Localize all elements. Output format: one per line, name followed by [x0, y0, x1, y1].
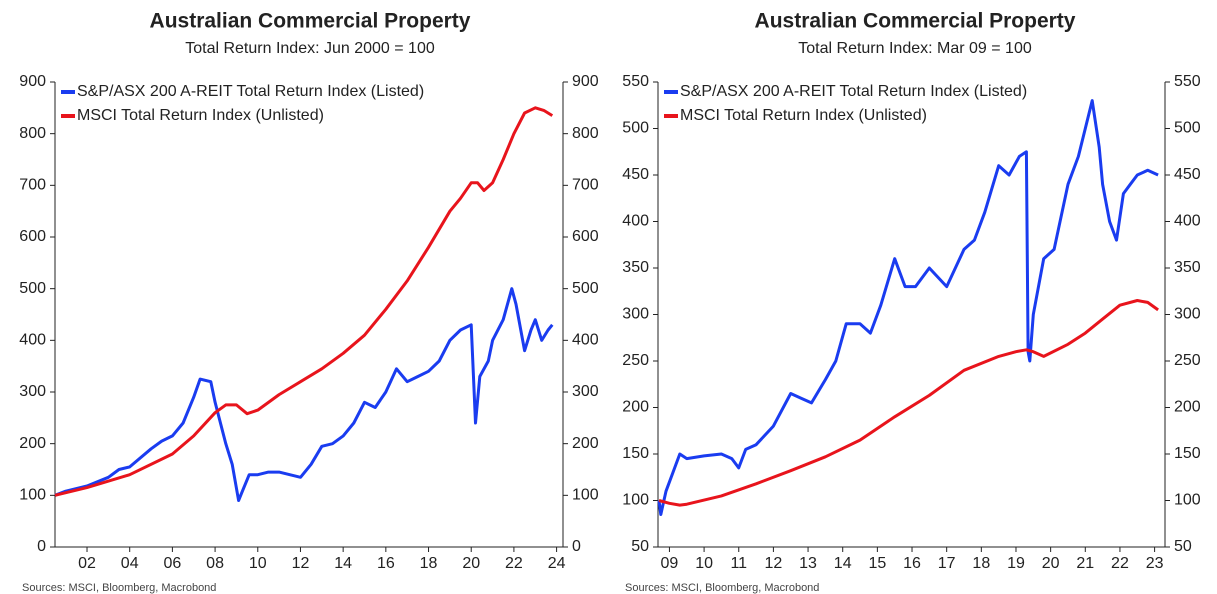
y-tick-label: 500: [622, 120, 649, 137]
x-tick-label: 10: [695, 555, 713, 572]
x-tick-label: 12: [292, 555, 310, 572]
series-line: [54, 106, 554, 497]
x-tick-label: 14: [834, 555, 852, 572]
chart-subtitle: Total Return Index: Mar 09 = 100: [798, 40, 1032, 57]
y2-tick-label: 800: [572, 125, 599, 142]
legend-label: S&P/ASX 200 A-REIT Total Return Index (L…: [680, 83, 1027, 100]
x-tick-label: 08: [206, 555, 224, 572]
y2-tick-label: 200: [572, 435, 599, 452]
y2-tick-label: 250: [1174, 352, 1201, 369]
y-tick-label: 50: [631, 538, 649, 555]
y2-tick-label: 0: [572, 538, 581, 555]
y-tick-label: 700: [19, 177, 46, 194]
source-note: Sources: MSCI, Bloomberg, Macrobond: [22, 582, 216, 594]
y-tick-label: 300: [19, 383, 46, 400]
x-tick-label: 02: [78, 555, 96, 572]
series-line: [658, 299, 1159, 507]
y2-tick-label: 100: [1174, 492, 1201, 509]
y-tick-label: 550: [622, 73, 649, 90]
y-tick-label: 350: [622, 259, 649, 276]
x-tick-label: 19: [1007, 555, 1025, 572]
source-note: Sources: MSCI, Bloomberg, Macrobond: [625, 582, 819, 594]
x-tick-label: 14: [334, 555, 352, 572]
y2-tick-label: 350: [1174, 259, 1201, 276]
y-tick-label: 450: [622, 166, 649, 183]
x-tick-label: 18: [420, 555, 438, 572]
y2-tick-label: 100: [572, 487, 599, 504]
y2-tick-label: 400: [1174, 213, 1201, 230]
x-tick-label: 09: [661, 555, 679, 572]
y-tick-label: 250: [622, 352, 649, 369]
y-tick-label: 400: [19, 332, 46, 349]
chart-title: Australian Commercial Property: [150, 10, 471, 33]
y2-tick-label: 300: [1174, 306, 1201, 323]
y-tick-label: 600: [19, 228, 46, 245]
y2-tick-label: 400: [572, 332, 599, 349]
y2-tick-label: 900: [572, 73, 599, 90]
y2-tick-label: 700: [572, 177, 599, 194]
y-tick-label: 900: [19, 73, 46, 90]
x-tick-label: 17: [938, 555, 956, 572]
x-tick-label: 11: [730, 555, 747, 572]
x-tick-label: 18: [972, 555, 990, 572]
legend-label: MSCI Total Return Index (Unlisted): [77, 107, 324, 124]
x-tick-label: 24: [548, 555, 566, 572]
legend-label: MSCI Total Return Index (Unlisted): [680, 107, 927, 124]
y-tick-label: 500: [19, 280, 46, 297]
y2-tick-label: 550: [1174, 73, 1201, 90]
y-tick-label: 800: [19, 125, 46, 142]
y-tick-label: 400: [622, 213, 649, 230]
x-tick-label: 22: [1111, 555, 1129, 572]
x-tick-label: 20: [1042, 555, 1060, 572]
y-tick-label: 0: [37, 538, 46, 555]
y-tick-label: 100: [19, 487, 46, 504]
y-tick-label: 300: [622, 306, 649, 323]
y-tick-label: 200: [19, 435, 46, 452]
x-tick-label: 22: [505, 555, 523, 572]
y2-tick-label: 150: [1174, 445, 1201, 462]
y-tick-label: 100: [622, 492, 649, 509]
x-tick-label: 04: [121, 555, 139, 572]
x-tick-label: 13: [799, 555, 817, 572]
x-tick-label: 21: [1076, 555, 1094, 572]
x-tick-label: 10: [249, 555, 267, 572]
y2-tick-label: 500: [1174, 120, 1201, 137]
y2-tick-label: 200: [1174, 399, 1201, 416]
y2-tick-label: 50: [1174, 538, 1192, 555]
y2-tick-label: 600: [572, 228, 599, 245]
y2-tick-label: 500: [572, 280, 599, 297]
x-tick-label: 23: [1146, 555, 1164, 572]
y2-tick-label: 450: [1174, 166, 1201, 183]
y2-tick-label: 300: [572, 383, 599, 400]
x-tick-label: 15: [868, 555, 886, 572]
legend-label: S&P/ASX 200 A-REIT Total Return Index (L…: [77, 83, 424, 100]
y-tick-label: 150: [622, 445, 649, 462]
x-tick-label: 20: [462, 555, 480, 572]
chart-subtitle: Total Return Index: Jun 2000 = 100: [185, 40, 435, 57]
x-tick-label: 06: [163, 555, 181, 572]
x-tick-label: 12: [765, 555, 783, 572]
series-line: [657, 99, 1159, 516]
series-line: [54, 287, 554, 502]
y-tick-label: 200: [622, 399, 649, 416]
x-tick-label: 16: [377, 555, 395, 572]
chart-title: Australian Commercial Property: [755, 10, 1076, 33]
x-tick-label: 16: [903, 555, 921, 572]
